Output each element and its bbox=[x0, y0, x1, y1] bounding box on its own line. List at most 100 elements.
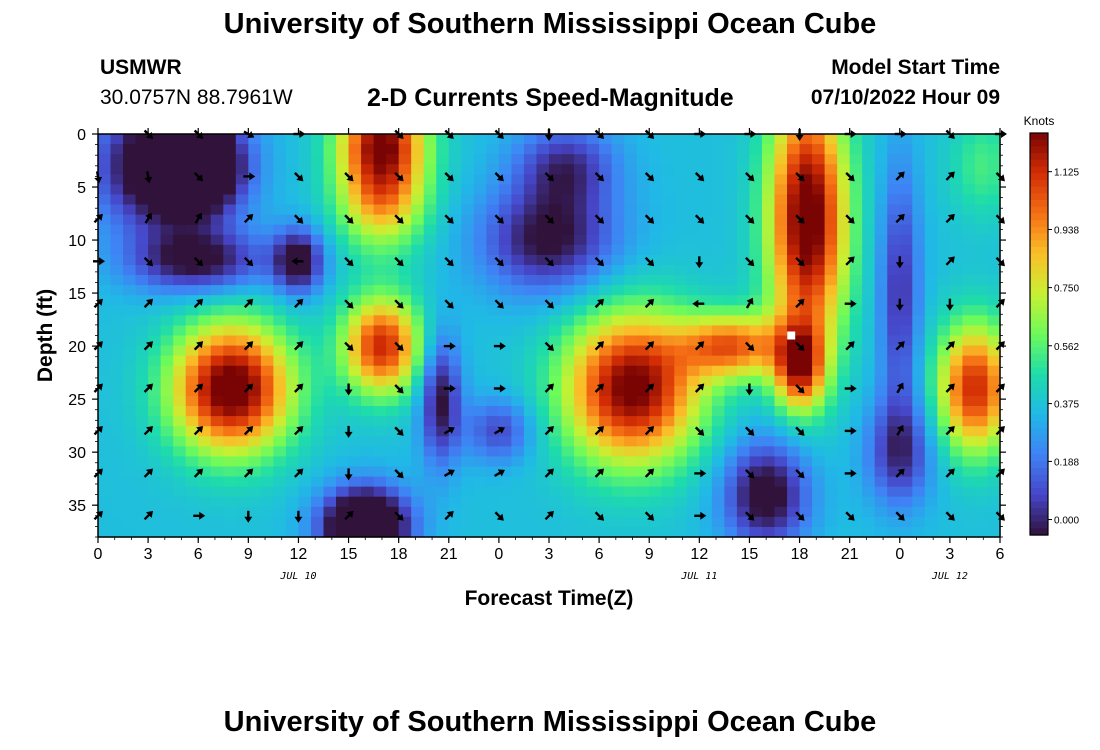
heat-cell bbox=[310, 224, 325, 236]
heat-cell bbox=[636, 395, 650, 407]
heat-cell bbox=[686, 164, 700, 175]
colorbar-segment bbox=[1030, 206, 1048, 214]
heat-cell bbox=[423, 325, 437, 337]
heat-cell bbox=[486, 426, 500, 437]
heat-cell bbox=[962, 164, 976, 175]
current-arrow bbox=[644, 468, 655, 478]
heat-cell bbox=[611, 416, 625, 427]
heat-cell bbox=[173, 214, 187, 226]
heat-cell bbox=[448, 446, 462, 457]
heat-cell bbox=[411, 395, 425, 407]
heat-cell bbox=[260, 204, 274, 216]
heat-cell bbox=[160, 375, 174, 387]
heat-cell bbox=[561, 345, 575, 357]
arrow-head bbox=[895, 304, 904, 311]
heat-cell bbox=[135, 406, 149, 417]
heat-cell bbox=[398, 184, 412, 196]
heat-cell bbox=[661, 355, 675, 367]
heat-cell bbox=[210, 295, 224, 306]
heat-cell bbox=[173, 144, 187, 155]
arrow-head bbox=[446, 174, 454, 182]
heat-cell bbox=[361, 315, 375, 327]
heat-cell bbox=[962, 436, 976, 447]
heat-cell bbox=[386, 325, 400, 337]
heat-cell bbox=[436, 466, 450, 478]
heat-cell bbox=[373, 134, 387, 145]
heat-cell bbox=[361, 305, 375, 316]
heat-cell bbox=[574, 305, 588, 316]
heat-cell bbox=[148, 385, 162, 397]
heat-cell bbox=[148, 325, 162, 337]
heat-cell bbox=[549, 134, 563, 145]
heat-cell bbox=[285, 224, 300, 236]
heat-cell bbox=[887, 345, 901, 357]
heat-cell bbox=[160, 285, 174, 296]
heat-cell bbox=[348, 275, 362, 286]
heat-cell bbox=[962, 204, 976, 216]
heat-cell bbox=[962, 254, 976, 266]
heat-cell bbox=[198, 416, 212, 427]
heat-cell bbox=[674, 355, 688, 367]
heat-cell bbox=[937, 234, 951, 246]
heat-cell bbox=[586, 285, 600, 296]
heat-cell bbox=[949, 154, 964, 165]
heat-cell bbox=[98, 154, 112, 165]
heat-cell bbox=[210, 375, 224, 387]
heat-cell bbox=[536, 234, 550, 246]
current-arrow bbox=[945, 341, 955, 351]
heat-cell bbox=[987, 325, 1001, 337]
heat-cell bbox=[348, 295, 362, 306]
heat-cell bbox=[674, 416, 688, 427]
current-arrow bbox=[243, 256, 254, 267]
heat-cell bbox=[398, 224, 412, 236]
heat-cell bbox=[461, 365, 475, 377]
heat-cell bbox=[160, 436, 174, 447]
heat-cell bbox=[849, 426, 863, 437]
heat-cell bbox=[398, 375, 412, 387]
heat-cell bbox=[173, 285, 187, 296]
heat-cell bbox=[874, 224, 888, 236]
heat-cell bbox=[260, 174, 274, 185]
heat-cell bbox=[686, 496, 700, 508]
heat-cell bbox=[862, 184, 876, 196]
heat-cell bbox=[661, 134, 675, 145]
heat-cell bbox=[248, 496, 262, 508]
heat-cell bbox=[185, 506, 199, 518]
heat-cell bbox=[298, 305, 312, 316]
heat-cell bbox=[924, 476, 938, 488]
x-tick-label: 15 bbox=[340, 546, 358, 563]
heat-cell bbox=[962, 144, 976, 155]
heat-cell bbox=[661, 144, 675, 155]
heat-cell bbox=[949, 526, 964, 538]
heat-cell bbox=[736, 335, 751, 347]
heat-cell bbox=[398, 446, 412, 457]
heat-cell bbox=[711, 416, 725, 427]
heat-cell bbox=[924, 466, 938, 478]
heat-cell bbox=[110, 335, 124, 347]
heat-cell bbox=[549, 385, 563, 397]
heat-cell bbox=[536, 214, 550, 226]
arrow-head bbox=[296, 298, 304, 306]
heat-cell bbox=[185, 264, 199, 276]
heat-cell bbox=[574, 375, 588, 387]
heat-cell bbox=[824, 385, 838, 397]
heat-cell bbox=[285, 486, 300, 498]
heat-cell bbox=[887, 436, 901, 447]
current-arrow bbox=[193, 383, 204, 393]
heat-cell bbox=[674, 305, 688, 316]
heat-cell bbox=[912, 456, 926, 468]
heat-cell bbox=[761, 174, 776, 185]
heat-cell bbox=[912, 154, 926, 165]
heat-cell bbox=[686, 345, 700, 357]
heat-cell bbox=[436, 426, 450, 437]
heat-cell bbox=[298, 406, 312, 417]
heat-cell bbox=[787, 466, 801, 478]
heat-cell bbox=[736, 295, 751, 306]
heat-cell bbox=[912, 315, 926, 327]
heat-cell bbox=[874, 285, 888, 296]
heat-cell bbox=[599, 204, 613, 216]
arrow-head bbox=[697, 174, 705, 182]
heat-cell bbox=[549, 436, 563, 447]
arrow-head bbox=[346, 174, 354, 182]
